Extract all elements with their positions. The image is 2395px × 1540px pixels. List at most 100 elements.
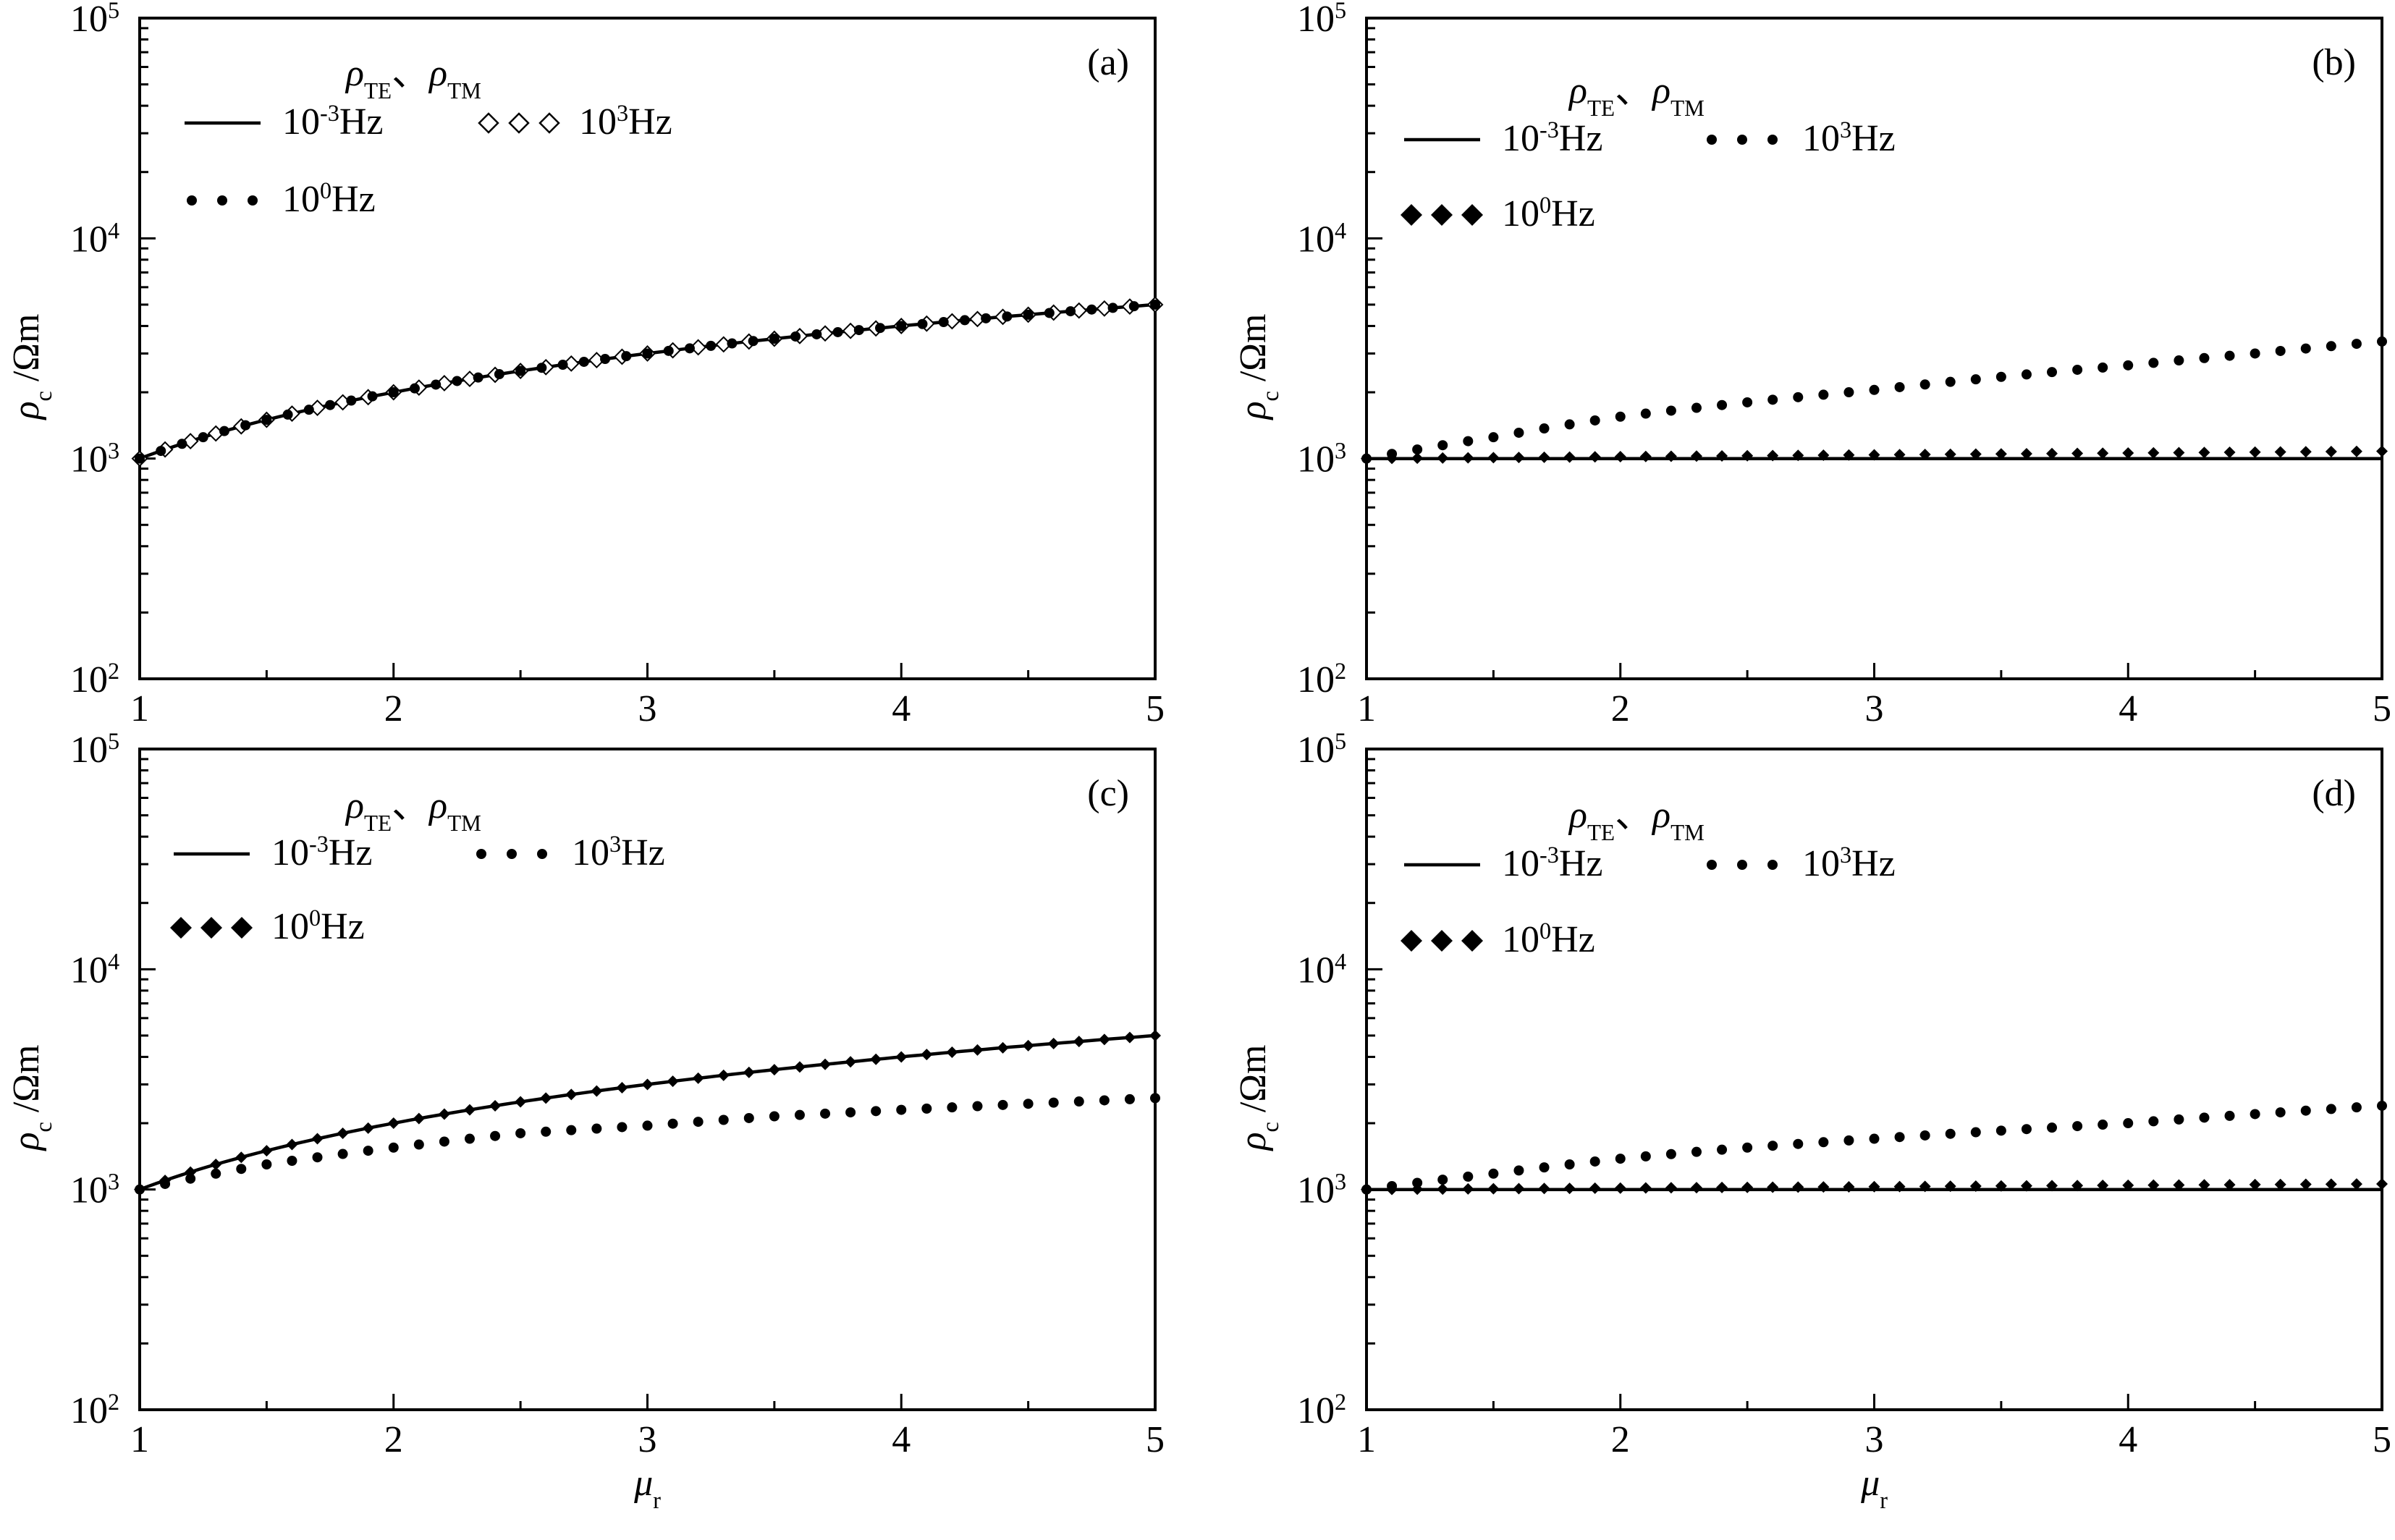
data-point [917, 318, 928, 329]
data-point [473, 372, 483, 383]
legend-header: ρTE、ρTM [1568, 795, 1705, 845]
legend-entry: 100Hz [1401, 192, 1595, 234]
legend-entry: 103Hz [478, 100, 672, 143]
data-point [540, 1092, 552, 1104]
chart-panel-c: 1 2 3 4 5 102 103 104 105 ρc /Ωm μr (c) ρTE、ρTM10-3H… [6, 728, 1165, 1513]
data-point [464, 1133, 475, 1144]
data-point [667, 1075, 679, 1088]
data-point [409, 383, 420, 394]
data-point [896, 321, 907, 331]
data-point [1488, 432, 1499, 443]
data-point [2325, 445, 2337, 457]
data-point [1589, 1182, 1601, 1194]
data-point [692, 1072, 704, 1084]
data-point [1639, 450, 1652, 462]
data-point [1615, 411, 1626, 422]
data-point [1717, 1144, 1728, 1155]
y-tick-label: 105 [70, 728, 119, 771]
data-point [1411, 452, 1424, 465]
legend-swatch [187, 195, 197, 206]
data-point [1691, 1146, 1702, 1157]
data-point [1361, 452, 1372, 465]
data-point [1970, 374, 1981, 385]
legend-entry: 10-3Hz [174, 831, 373, 873]
legend-label: 103Hz [572, 831, 665, 873]
data-point [261, 1145, 273, 1157]
data-point [1818, 1137, 1829, 1148]
y-tick-label: 102 [1297, 658, 1346, 701]
data-point [210, 1158, 222, 1170]
data-point [1412, 444, 1423, 455]
data-point [2147, 447, 2160, 459]
data-point [309, 399, 326, 416]
data-point [997, 1041, 1009, 1054]
data-point [2249, 446, 2261, 458]
legend-swatch [538, 112, 560, 134]
y-tick-label: 104 [1297, 217, 1346, 260]
data-point [641, 1078, 654, 1091]
data-point [1047, 1037, 1060, 1049]
data-point [413, 1112, 425, 1125]
data-point [2123, 1118, 2134, 1129]
data-point [1563, 451, 1576, 463]
legend-label: 10-3Hz [282, 100, 384, 143]
data-point [1741, 1181, 1754, 1193]
data-point [1793, 392, 1804, 402]
data-point [261, 415, 272, 426]
data-point [2174, 1114, 2184, 1125]
data-point [566, 1125, 577, 1135]
data-point [2020, 1180, 2032, 1192]
data-point [565, 1088, 578, 1101]
data-point [1970, 1127, 1981, 1138]
legend-swatch [1707, 135, 1717, 145]
data-point [1386, 1183, 1398, 1196]
data-point [1742, 397, 1753, 407]
data-point [287, 1156, 297, 1167]
data-point [1665, 405, 1676, 416]
legend-swatch [476, 849, 486, 859]
data-point [1564, 1159, 1575, 1169]
data-point [2021, 369, 2032, 380]
data-point [743, 1066, 755, 1078]
x-tick-label: 4 [892, 688, 911, 729]
y-tick-label: 104 [1297, 948, 1346, 991]
data-point [947, 1102, 958, 1113]
y-tick-label: 103 [70, 1169, 119, 1211]
legend-swatch [248, 195, 258, 206]
data-point [1818, 389, 1829, 400]
data-point [1919, 1180, 1931, 1193]
data-point [2377, 1100, 2387, 1111]
data-point [1098, 1033, 1110, 1046]
data-point [135, 453, 145, 464]
data-point [921, 1103, 932, 1114]
x-tick-label: 1 [130, 1419, 149, 1460]
data-point [591, 1085, 603, 1097]
data-point [2199, 352, 2210, 363]
legend-entry: 100Hz [187, 177, 376, 220]
legend-swatch [1737, 135, 1747, 145]
data-point [718, 1114, 729, 1125]
data-point [845, 1107, 856, 1118]
data-point [896, 1104, 907, 1115]
data-point [515, 365, 526, 376]
data-point [2326, 341, 2336, 352]
data-point [236, 1164, 247, 1175]
data-point [1463, 436, 1474, 447]
data-point [2047, 1122, 2058, 1133]
data-point [1150, 299, 1160, 310]
data-point [387, 1117, 400, 1130]
data-point [743, 1112, 754, 1123]
data-point [2020, 447, 2032, 460]
x-tick-label: 1 [130, 688, 149, 729]
data-point [794, 1109, 805, 1120]
legend-swatch [217, 195, 227, 206]
x-tick-label: 3 [1865, 1419, 1884, 1460]
data-point [1412, 1177, 1423, 1188]
data-point [1048, 1097, 1059, 1108]
data-point [2299, 1178, 2312, 1190]
data-point [642, 1120, 653, 1131]
data-point [2326, 1104, 2336, 1114]
data-point [1717, 399, 1728, 410]
